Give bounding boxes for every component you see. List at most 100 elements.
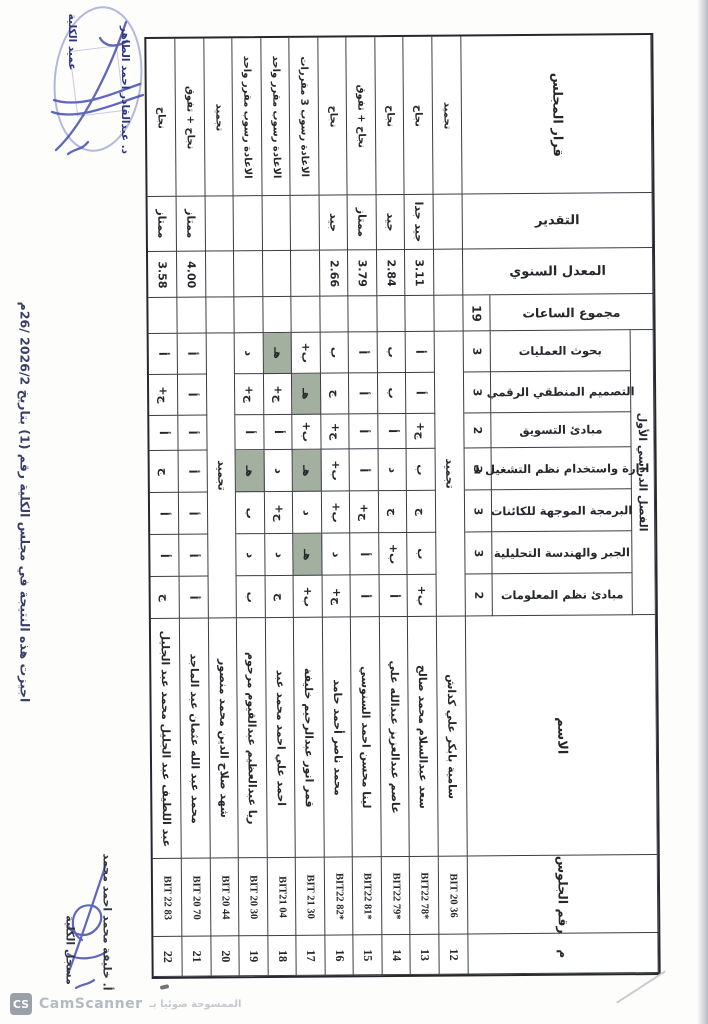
- grade-s15-subj2: أ: [348, 373, 379, 415]
- grade-s18-subj5: ج+: [264, 491, 294, 535]
- grade-s22-subj6: أ: [150, 534, 180, 577]
- name-s12-text: سامية بابكر علي كداش: [444, 673, 459, 799]
- serial-s18-text: 18: [275, 949, 290, 962]
- header-serial: م: [468, 933, 659, 975]
- taqdir-s21-text: ممتاز: [184, 209, 198, 239]
- grade-s15-subj4-text: أ: [357, 467, 371, 472]
- grade-s16-subj3-text: ج+: [328, 422, 342, 441]
- subject-hours-3: 2: [464, 413, 492, 449]
- grade-s16-subj5: ب+: [321, 491, 351, 534]
- header-subject-7: مبادئ نظم المعلومات: [492, 573, 633, 617]
- name-s20: شهد صلاح الدين محمد منصور: [208, 618, 239, 859]
- grade-s18-subj6-text: د: [272, 551, 286, 558]
- gpa-s19: [233, 251, 264, 298]
- grade-s17-subj1-text: ب+: [299, 342, 313, 363]
- header-subject-1: بحوث العمليات: [490, 330, 631, 373]
- grade-s18-subj1: هـ: [263, 332, 292, 375]
- grade-s17-subj6-text: هـ: [300, 548, 314, 560]
- grade-s21-subj1-text: أ: [185, 351, 199, 356]
- gpa-s16: 2.66: [319, 250, 349, 297]
- grade-s13-subj4: ب: [406, 448, 436, 491]
- grade-s17-subj7: ب+: [293, 575, 323, 618]
- grade-s22-subj4-text: ج: [157, 467, 171, 476]
- grade-s14-subj6: ب+: [379, 532, 408, 576]
- name-s19: ريا عبدالعظيم عبدالقيوم مرحوم: [236, 618, 268, 859]
- grade-s21-subj4: أ: [178, 450, 208, 493]
- gpa-s17: [290, 250, 321, 297]
- grade-s13-subj6-text: ب: [414, 547, 428, 559]
- subject-hours-5-text: 3: [471, 507, 485, 515]
- taqdir-s22-text: ممتاز: [155, 209, 169, 239]
- seat-s14: BIT22 79*: [381, 856, 411, 936]
- gpa-s15: 3.79: [347, 250, 378, 297]
- grade-s19-subj3: أ: [235, 415, 265, 451]
- camscanner-arabic-caption: الممسوحة ضوئيا بـ: [149, 998, 242, 1010]
- header-subject-6-text: الجبر والهندسة التحليلية: [493, 544, 630, 560]
- serial-s17: 17: [296, 935, 326, 976]
- decision-s18-text: الاعادة رسوب مقرر واحد: [269, 55, 282, 178]
- registrar-name: أ. خليفة محمد احمد محمد: [100, 853, 114, 991]
- grade-s21-subj2: أ: [177, 374, 208, 416]
- grade-s15-subj6-text: أ: [357, 551, 371, 556]
- grade-s14-subj4-text: د: [385, 466, 399, 473]
- grade-s17-subj5: د: [292, 491, 323, 534]
- decision-s12-text: تجميد: [441, 101, 453, 129]
- grade-s17-subj4: هـ: [292, 449, 322, 492]
- grade-s21-subj5-text: أ: [186, 511, 200, 516]
- header-name-text: الاسم: [553, 716, 569, 754]
- grade-s16-subj3: ج+: [321, 414, 350, 450]
- seat-s18: BIT21 04: [267, 857, 297, 937]
- grade-s19-subj2: ج+: [234, 374, 265, 416]
- taqdir-s18: [262, 195, 291, 252]
- grade-s14-subj3: أ: [378, 413, 407, 450]
- dean-stamp: د. عبدالقادر احمد الطاهر عميد الكلية: [42, 0, 158, 180]
- grade-s14-subj2-text: ب: [385, 387, 399, 399]
- header-annual-gpa: المعدل السنوي: [462, 248, 654, 296]
- name-s18: احمد علي احمد محمد عبد: [265, 617, 296, 859]
- grade-s22-subj2-text: ج+: [156, 386, 170, 404]
- gpa-s18: [262, 250, 292, 298]
- grade-s18-subj1-text: هـ: [270, 347, 284, 359]
- grade-s14-subj1: ب: [377, 331, 406, 374]
- serial-s22: 22: [153, 936, 183, 977]
- dean-title: عميد الكلية: [66, 13, 78, 71]
- grade-s19-subj5-text: ب: [243, 507, 257, 519]
- hours-total-s15: [348, 296, 378, 333]
- grade-s22-subj5: أ: [149, 492, 180, 535]
- name-s13: سعد عبدالسلام محمد صالح: [407, 616, 439, 857]
- grade-s17-subj7-text: ب+: [301, 586, 315, 607]
- decision-s20-text: تجميد: [212, 103, 225, 131]
- gpa-s15-text: 3.79: [355, 259, 369, 287]
- seat-s20-text: BIT 20 44: [218, 874, 231, 920]
- header-subject-6: الجبر والهندسة التحليلية: [492, 531, 633, 575]
- grade-s15-subj5: ج+: [349, 491, 380, 534]
- grade-s16-subj6-text: د: [329, 551, 343, 557]
- name-s13-text: سعد عبدالسلام محمد صالح: [415, 664, 430, 809]
- grade-s17-subj6: هـ: [293, 533, 323, 576]
- grade-s19-subj6: د: [236, 534, 266, 577]
- decision-s15: نجاح + تفوق: [346, 37, 377, 196]
- serial-s18: 18: [268, 935, 297, 977]
- seat-s15: BIT22 81*: [352, 857, 383, 936]
- grade-s22-subj4: ج: [149, 450, 179, 493]
- header-subject-7-text: مبادئ نظم المعلومات: [500, 586, 624, 602]
- grade-s22-subj1-text: أ: [156, 351, 170, 356]
- grade-s13-subj3: ج+: [406, 413, 436, 449]
- grade-s16-subj1: ب: [320, 332, 349, 374]
- header-council-decision: قرار المجلس: [461, 35, 653, 195]
- serial-s22-text: 22: [160, 950, 176, 963]
- grade-s16-subj7-text: ج+: [329, 587, 343, 605]
- grade-s17-subj2: هـ: [291, 373, 322, 415]
- serial-s14: 14: [382, 934, 411, 976]
- grade-s18-subj7-text: ج: [272, 592, 286, 601]
- grade-s21-subj1: أ: [177, 333, 207, 375]
- grade-s13-subj5-text: ج: [414, 507, 428, 516]
- hours-total-s19: [234, 297, 264, 334]
- grade-s19-subj1: د: [234, 333, 264, 375]
- grade-s21-subj7-text: أ: [187, 595, 201, 600]
- frozen-s20-text: تجميد: [214, 460, 228, 491]
- hours-total-s16: [320, 296, 349, 333]
- grade-s17-subj4-text: هـ: [300, 464, 314, 476]
- header-subject-4-text: ادارة واستخدام نظم التشغيل 1: [473, 460, 650, 476]
